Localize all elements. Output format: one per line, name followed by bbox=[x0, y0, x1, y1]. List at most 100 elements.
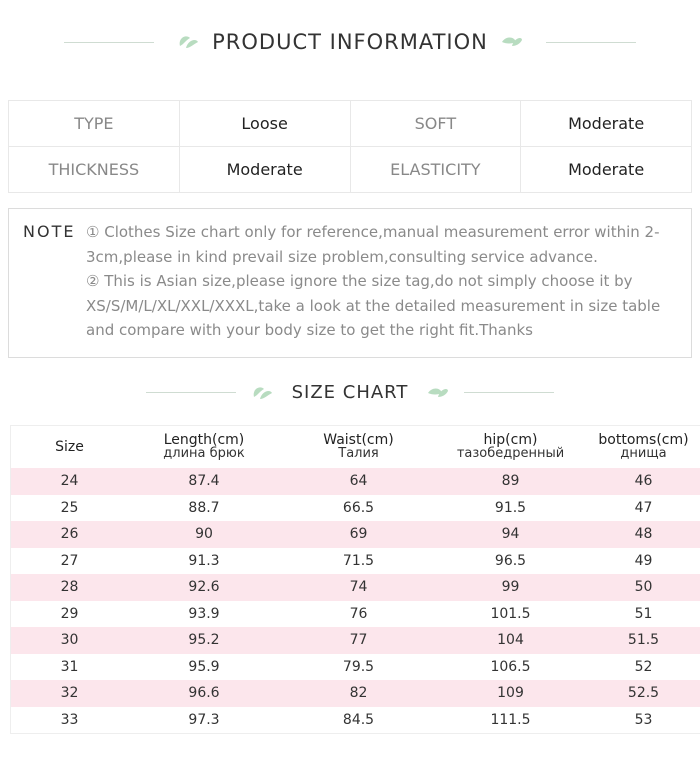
size-row: 29 93.9 76 101.5 51 bbox=[11, 601, 700, 628]
info-row: TYPE Loose SOFT Moderate bbox=[8, 100, 692, 147]
column-header: bottoms(cm) днища bbox=[584, 426, 700, 469]
leaf-icon bbox=[179, 36, 199, 48]
column-sub: тазобедренный bbox=[456, 446, 565, 461]
size-cell: 93.9 bbox=[188, 605, 220, 622]
size-cell: 99 bbox=[437, 574, 584, 601]
column-header: Length(cm) длина брюк bbox=[128, 426, 280, 469]
size-cell: 29 bbox=[60, 605, 79, 622]
size-row: 30 95.2 77 104 51.5 bbox=[10, 627, 700, 654]
note-item: ② This is Asian size,please ignore the s… bbox=[86, 272, 661, 339]
divider bbox=[545, 41, 636, 43]
size-cell: 74 bbox=[280, 574, 437, 601]
size-row: 25 88.7 66.5 91.5 47 bbox=[11, 495, 700, 522]
leaf-icon bbox=[501, 37, 522, 46]
size-cell: 106.5 bbox=[490, 658, 531, 675]
size-cell: 24 bbox=[10, 468, 128, 495]
size-row: 27 91.3 71.5 96.5 49 bbox=[11, 548, 700, 575]
size-cell: 84.5 bbox=[342, 711, 375, 728]
size-cell: 28 bbox=[10, 574, 128, 601]
size-cell: 88.7 bbox=[188, 499, 220, 516]
section-header: SIZE CHART bbox=[0, 382, 700, 403]
note-item: ① Clothes Size chart only for reference,… bbox=[86, 223, 660, 266]
info-key: ELASTICITY bbox=[349, 146, 522, 193]
size-cell: 89 bbox=[437, 468, 584, 495]
size-cell: 76 bbox=[349, 605, 368, 622]
size-cell: 79.5 bbox=[342, 658, 375, 675]
info-key: TYPE bbox=[8, 100, 180, 147]
info-value: Moderate bbox=[178, 146, 351, 193]
size-cell: 32 bbox=[10, 680, 128, 707]
size-cell: 71.5 bbox=[342, 552, 375, 569]
size-cell: 25 bbox=[60, 499, 79, 516]
column-label: hip(cm) bbox=[483, 432, 538, 448]
info-table: TYPE Loose SOFT Moderate THICKNESS Moderate EL… bbox=[8, 100, 692, 193]
size-cell: 82 bbox=[280, 680, 437, 707]
size-cell: 109 bbox=[437, 680, 584, 707]
column-header: hip(cm) тазобедренный bbox=[437, 426, 584, 469]
note-box: NOTE ① Clothes Size chart only for refer… bbox=[8, 208, 692, 358]
info-value: Moderate bbox=[520, 146, 692, 193]
column-label: Size bbox=[55, 439, 84, 455]
size-row: 33 97.3 84.5 111.5 53 bbox=[11, 707, 700, 734]
size-cell: 101.5 bbox=[490, 605, 531, 622]
column-label: Waist(cm) bbox=[323, 432, 394, 448]
leaf-icon bbox=[253, 386, 272, 399]
column-header: Waist(cm) Талия bbox=[280, 426, 437, 469]
size-cell: 111.5 bbox=[490, 711, 531, 728]
column-sub: длина брюк bbox=[163, 446, 245, 461]
divider bbox=[64, 41, 155, 43]
size-cell: 52 bbox=[634, 658, 653, 675]
size-table: Size Length(cm) длина брюк Waist(cm) Талия hi… bbox=[10, 425, 700, 734]
info-key: SOFT bbox=[349, 100, 522, 147]
size-cell: 77 bbox=[280, 627, 437, 654]
size-cell: 46 bbox=[584, 468, 700, 495]
size-cell: 27 bbox=[60, 552, 79, 569]
info-row: THICKNESS Moderate ELASTICITY Moderate bbox=[8, 146, 692, 193]
size-cell: 64 bbox=[280, 468, 437, 495]
size-row: 26 90 69 94 48 bbox=[10, 521, 700, 548]
size-cell: 92.6 bbox=[128, 574, 280, 601]
size-cell: 31 bbox=[60, 658, 79, 675]
column-label: bottoms(cm) bbox=[598, 432, 689, 448]
size-row: 32 96.6 82 109 52.5 bbox=[10, 680, 700, 707]
section-header: PRODUCT INFORMATION bbox=[0, 30, 700, 54]
column-label: Length(cm) bbox=[163, 432, 245, 448]
info-key: THICKNESS bbox=[8, 146, 180, 193]
size-cell: 96.6 bbox=[128, 680, 280, 707]
size-row: 28 92.6 74 99 50 bbox=[10, 574, 700, 601]
section-title: PRODUCT INFORMATION bbox=[212, 30, 488, 54]
size-cell: 90 bbox=[128, 521, 280, 548]
info-value: Moderate bbox=[520, 100, 692, 147]
size-cell: 66.5 bbox=[342, 499, 375, 516]
column-sub: днища bbox=[620, 446, 667, 461]
size-cell: 97.3 bbox=[188, 711, 220, 728]
size-row: 24 87.4 64 89 46 bbox=[10, 468, 700, 495]
size-cell: 96.5 bbox=[494, 552, 527, 569]
size-cell: 51 bbox=[634, 605, 653, 622]
size-cell: 47 bbox=[634, 499, 653, 516]
size-cell: 95.2 bbox=[128, 627, 280, 654]
size-cell: 95.9 bbox=[188, 658, 220, 675]
size-cell: 91.3 bbox=[188, 552, 220, 569]
size-cell: 91.5 bbox=[494, 499, 527, 516]
size-cell: 30 bbox=[10, 627, 128, 654]
size-cell: 26 bbox=[10, 521, 128, 548]
header-row: Size Length(cm) длина брюк Waist(cm) Талия hi… bbox=[11, 426, 700, 469]
size-cell: 104 bbox=[437, 627, 584, 654]
size-cell: 48 bbox=[584, 521, 700, 548]
divider bbox=[145, 392, 236, 393]
info-value: Loose bbox=[178, 100, 351, 147]
size-cell: 53 bbox=[634, 711, 653, 728]
leaf-icon bbox=[428, 388, 449, 397]
size-cell: 94 bbox=[437, 521, 584, 548]
size-cell: 52.5 bbox=[584, 680, 700, 707]
note-text: ① Clothes Size chart only for reference,… bbox=[86, 220, 666, 343]
size-cell: 69 bbox=[280, 521, 437, 548]
size-cell: 49 bbox=[634, 552, 653, 569]
size-cell: 50 bbox=[584, 574, 700, 601]
size-row: 31 95.9 79.5 106.5 52 bbox=[11, 654, 700, 681]
size-cell: 87.4 bbox=[128, 468, 280, 495]
note-label: NOTE bbox=[23, 222, 76, 241]
size-cell: 33 bbox=[60, 711, 79, 728]
